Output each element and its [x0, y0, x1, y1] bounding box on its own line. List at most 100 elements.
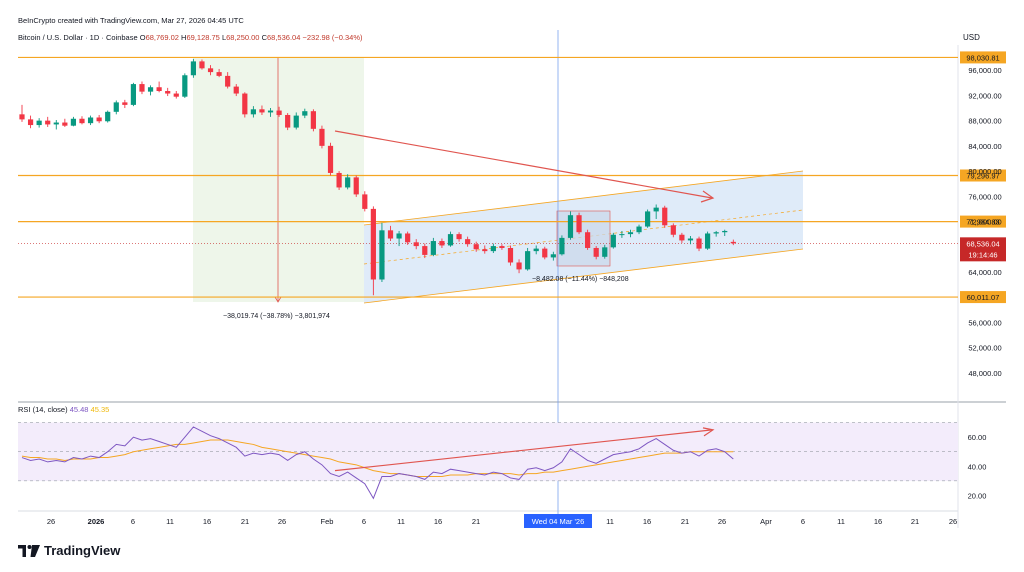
candle-body — [79, 118, 85, 124]
time-tick-label: 21 — [681, 517, 689, 526]
candle-body — [456, 234, 462, 240]
candle-body — [70, 118, 77, 126]
candle-body — [387, 230, 394, 239]
time-tick-label: Feb — [321, 517, 334, 526]
price-trend-arrow — [334, 130, 713, 199]
time-tick-label: 21 — [241, 517, 249, 526]
candle-body — [405, 233, 411, 243]
candle-body — [105, 111, 111, 122]
candle-body — [353, 177, 359, 195]
candle-body — [662, 207, 668, 226]
price-tick-label: 84,000.00 — [968, 142, 1001, 151]
tradingview-brand: TradingView — [18, 543, 120, 558]
price-tick-label: 56,000.00 — [968, 318, 1001, 327]
candle-body — [276, 110, 282, 115]
time-tick-label: 26 — [949, 517, 957, 526]
candle-body — [516, 262, 522, 270]
candle-body — [139, 84, 145, 92]
level-label-3: 60,011.07 — [967, 293, 1000, 302]
candle-body — [379, 230, 385, 280]
price-chart[interactable]: 98,030.81 79,296.97 71,984.83 60,011.07 96,0… — [0, 0, 1024, 540]
time-tick-label: Apr — [760, 517, 772, 526]
candle-body — [216, 72, 222, 76]
candle-body — [370, 208, 376, 280]
candle-body — [670, 225, 676, 235]
price-tick-label: 80,000.00 — [968, 167, 1001, 176]
symbol-legend: Bitcoin / U.S. Dollar · 1D · Coinbase O6… — [18, 33, 363, 42]
price-tick-label: 88,000.00 — [968, 117, 1001, 126]
candle-body — [550, 254, 556, 258]
level-badge-1 — [960, 169, 1006, 182]
candle-body — [499, 246, 505, 248]
candle-body — [62, 122, 68, 126]
level-label-0: 98,030.81 — [966, 53, 999, 62]
candle-body — [242, 93, 248, 115]
open-value: 68,769.02 — [145, 33, 179, 42]
candle-body — [610, 234, 616, 248]
candle-body — [533, 248, 539, 252]
time-tick-label: 16 — [643, 517, 651, 526]
candle-body — [627, 232, 634, 235]
candle-body — [585, 232, 591, 248]
candle-body — [36, 120, 42, 126]
candle-body — [602, 247, 608, 257]
time-tick-label: 16 — [434, 517, 442, 526]
candle-body — [122, 102, 128, 105]
candle-body — [645, 211, 651, 227]
candle-body — [345, 177, 351, 188]
range-measure-box — [556, 210, 611, 267]
level-label-1: 79,296.97 — [966, 172, 999, 181]
range-measure-label: −8,482.08 (−11.44%) −848,208 — [532, 276, 629, 283]
candle-body — [482, 249, 488, 252]
candle-body — [156, 87, 162, 92]
time-tick-label: 6 — [362, 517, 366, 526]
candle-body — [147, 87, 154, 92]
candle-body — [173, 93, 179, 97]
candle-body — [302, 111, 308, 116]
drop-measure-label: −38,019.74 (−38.78%) −3,801,974 — [223, 313, 330, 320]
channel-mid-line — [363, 209, 804, 265]
crosshair-date-badge — [524, 514, 592, 528]
candle-body — [473, 244, 479, 250]
candle-body — [525, 251, 531, 270]
time-tick-label: 11 — [606, 517, 614, 526]
candle-body — [96, 117, 102, 122]
tradingview-wordmark: TradingView — [44, 543, 121, 558]
price-tick-label: 72,000.00 — [968, 218, 1001, 227]
time-tick-label: 11 — [166, 517, 174, 526]
last-price-label: 68,536.04 — [966, 239, 999, 248]
price-tick-label: 52,000.00 — [968, 344, 1001, 353]
candle-body — [250, 109, 256, 115]
candle-body — [396, 233, 402, 239]
candle-body — [722, 230, 728, 233]
candle-body — [730, 241, 736, 244]
candle-body — [559, 237, 565, 255]
candle-body — [490, 246, 496, 252]
low-value: 68,250.00 — [226, 33, 260, 42]
candle-body — [696, 238, 702, 249]
candle-body — [362, 194, 368, 209]
price-trend-arrowhead — [700, 190, 715, 203]
candle-body — [19, 114, 25, 120]
candle-body — [182, 75, 188, 97]
candle-body — [165, 91, 171, 94]
candle-body — [447, 234, 454, 246]
candle-body — [259, 109, 265, 113]
candle-body — [413, 242, 419, 247]
candle-body — [619, 234, 625, 236]
candle-body — [190, 61, 196, 76]
candle-body — [430, 241, 436, 255]
close-label: C — [261, 33, 267, 42]
level-badge-0 — [960, 51, 1006, 64]
change-value: −232.98 (−0.34%) — [302, 33, 363, 42]
candle-body — [87, 117, 94, 124]
candle-body — [679, 234, 685, 241]
rsi-title: RSI (14, close) — [18, 405, 68, 414]
symbol-title: Bitcoin / U.S. Dollar · 1D · Coinbase — [18, 33, 138, 42]
candle-body — [225, 75, 231, 87]
currency-label: USD — [963, 33, 980, 42]
level-label-2: 71,984.83 — [966, 218, 999, 227]
rsi-tick-label: 60.00 — [968, 433, 987, 442]
time-tick-label: 26 — [47, 517, 55, 526]
time-tick-label: 16 — [874, 517, 882, 526]
